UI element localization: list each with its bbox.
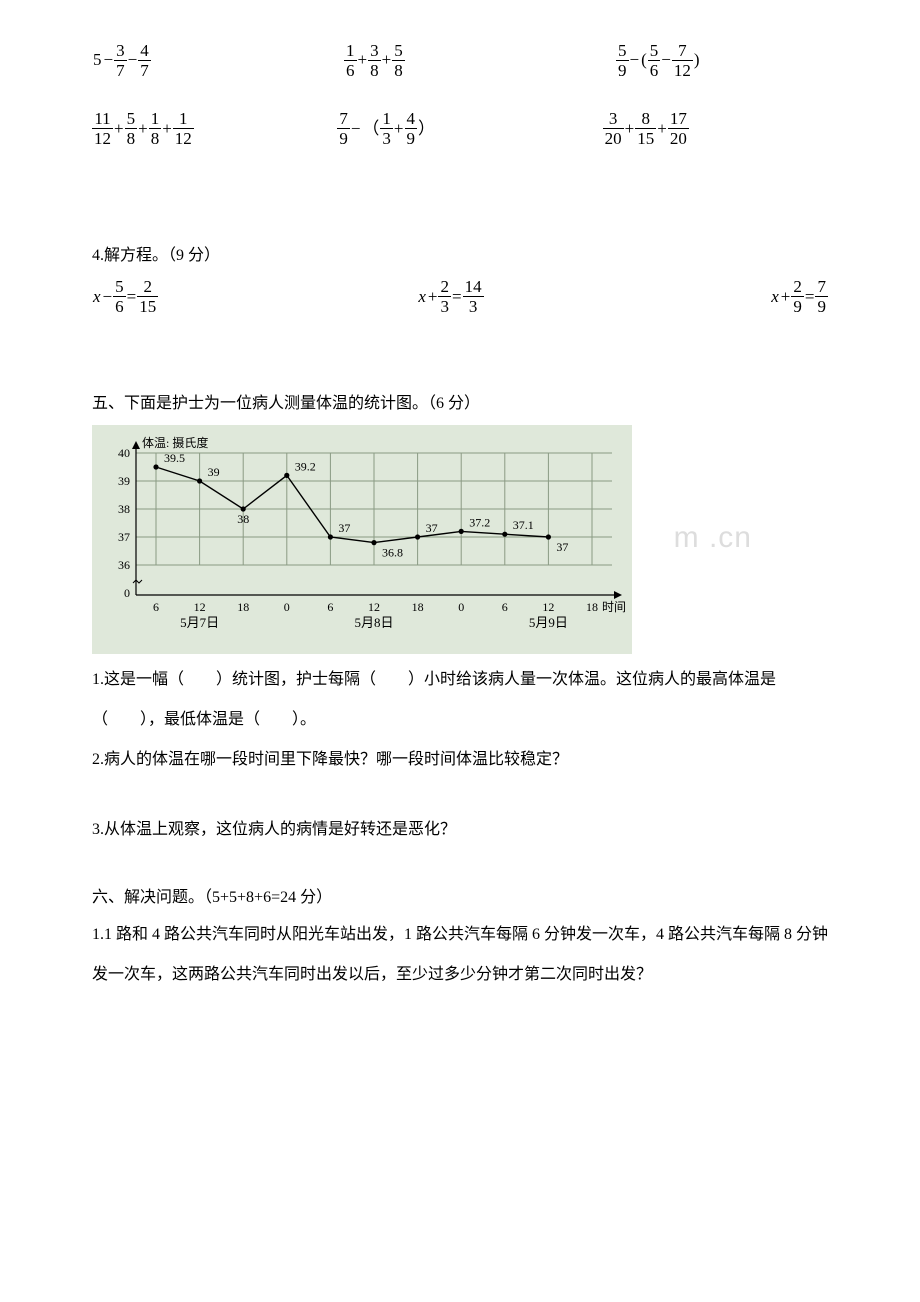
svg-text:40: 40	[118, 446, 130, 460]
expr-1a: 5−37−47	[92, 40, 304, 79]
svg-text:体温: 摄氏度: 体温: 摄氏度	[142, 435, 208, 450]
eq-4c: x+29=79	[623, 277, 828, 316]
section-4: 4.解方程。（9 分） x−56=215 x+23=143 x+29=79	[92, 238, 828, 316]
expr-row-1: 5−37−47 16+38+58 59−(56−712)	[92, 40, 828, 79]
svg-text:39.2: 39.2	[295, 459, 316, 473]
svg-text:6: 6	[153, 600, 159, 614]
expr-2a: 1112+58+18+112	[92, 109, 317, 148]
svg-text:38: 38	[237, 512, 249, 526]
svg-text:5月9日: 5月9日	[529, 615, 568, 630]
svg-text:39: 39	[208, 465, 220, 479]
svg-text:5月7日: 5月7日	[180, 615, 219, 630]
svg-text:39: 39	[118, 474, 130, 488]
svg-text:37: 37	[118, 530, 130, 544]
svg-text:时间: 时间	[602, 600, 626, 614]
svg-text:37.2: 37.2	[469, 515, 490, 529]
section-5-title: 五、下面是护士为一位病人测量体温的统计图。（6 分）	[92, 386, 828, 421]
svg-text:18: 18	[412, 600, 424, 614]
expr-1b: 16+38+58	[304, 40, 556, 79]
svg-text:0: 0	[124, 586, 130, 600]
svg-text:12: 12	[368, 600, 380, 614]
section-6: 六、解决问题。（5+5+8+6=24 分） 1.1 路和 4 路公共汽车同时从阳…	[92, 880, 828, 995]
svg-text:39.5: 39.5	[164, 451, 185, 465]
svg-text:37: 37	[426, 521, 438, 535]
eq-4a: x−56=215	[92, 277, 297, 316]
temperature-chart: m .cn 03637383940体温: 摄氏度时间61218061218061…	[92, 425, 632, 654]
section-5: 五、下面是护士为一位病人测量体温的统计图。（6 分） m .cn 0 36 37 38…	[92, 386, 828, 850]
svg-text:6: 6	[502, 600, 508, 614]
q5-2: 2.病人的体温在哪一段时间里下降最快？哪一段时间体温比较稳定？	[92, 740, 828, 780]
svg-text:18: 18	[586, 600, 598, 614]
svg-text:37: 37	[338, 521, 350, 535]
svg-text:12: 12	[542, 600, 554, 614]
expr-row-2: 1112+58+18+112 79−（13+49） 320+815+1720	[92, 109, 828, 148]
svg-text:38: 38	[118, 502, 130, 516]
svg-text:36: 36	[118, 558, 130, 572]
expr-1c: 59−(56−712)	[556, 40, 828, 79]
svg-text:0: 0	[458, 600, 464, 614]
svg-text:6: 6	[327, 600, 333, 614]
q6-1: 1.1 路和 4 路公共汽车同时从阳光车站出发，1 路公共汽车每隔 6 分钟发一…	[92, 915, 828, 995]
svg-text:12: 12	[194, 600, 206, 614]
q5-3: 3.从体温上观察，这位病人的病情是好转还是恶化？	[92, 810, 828, 850]
svg-text:5月8日: 5月8日	[354, 615, 393, 630]
svg-text:36.8: 36.8	[382, 545, 403, 559]
q5-1: 1.这是一幅（ ）统计图，护士每隔（ ）小时给该病人量一次体温。这位病人的最高体…	[92, 660, 828, 740]
expr-2b: 79−（13+49）	[317, 109, 562, 148]
svg-text:37: 37	[556, 540, 568, 554]
expr-2c: 320+815+1720	[563, 109, 828, 148]
svg-text:37.1: 37.1	[513, 518, 534, 532]
section-4-title: 4.解方程。（9 分）	[92, 238, 828, 273]
svg-text:18: 18	[237, 600, 249, 614]
eq-4b: x+23=143	[297, 277, 622, 316]
section-6-title: 六、解决问题。（5+5+8+6=24 分）	[92, 880, 828, 915]
watermark-text: m .cn	[674, 505, 752, 571]
svg-text:0: 0	[284, 600, 290, 614]
chart-svg: 0 36 37 38 39 40 体温: 摄氏度时间 6 12 18 0 6 12 18 0 6 12 18 5月7…	[92, 435, 632, 635]
